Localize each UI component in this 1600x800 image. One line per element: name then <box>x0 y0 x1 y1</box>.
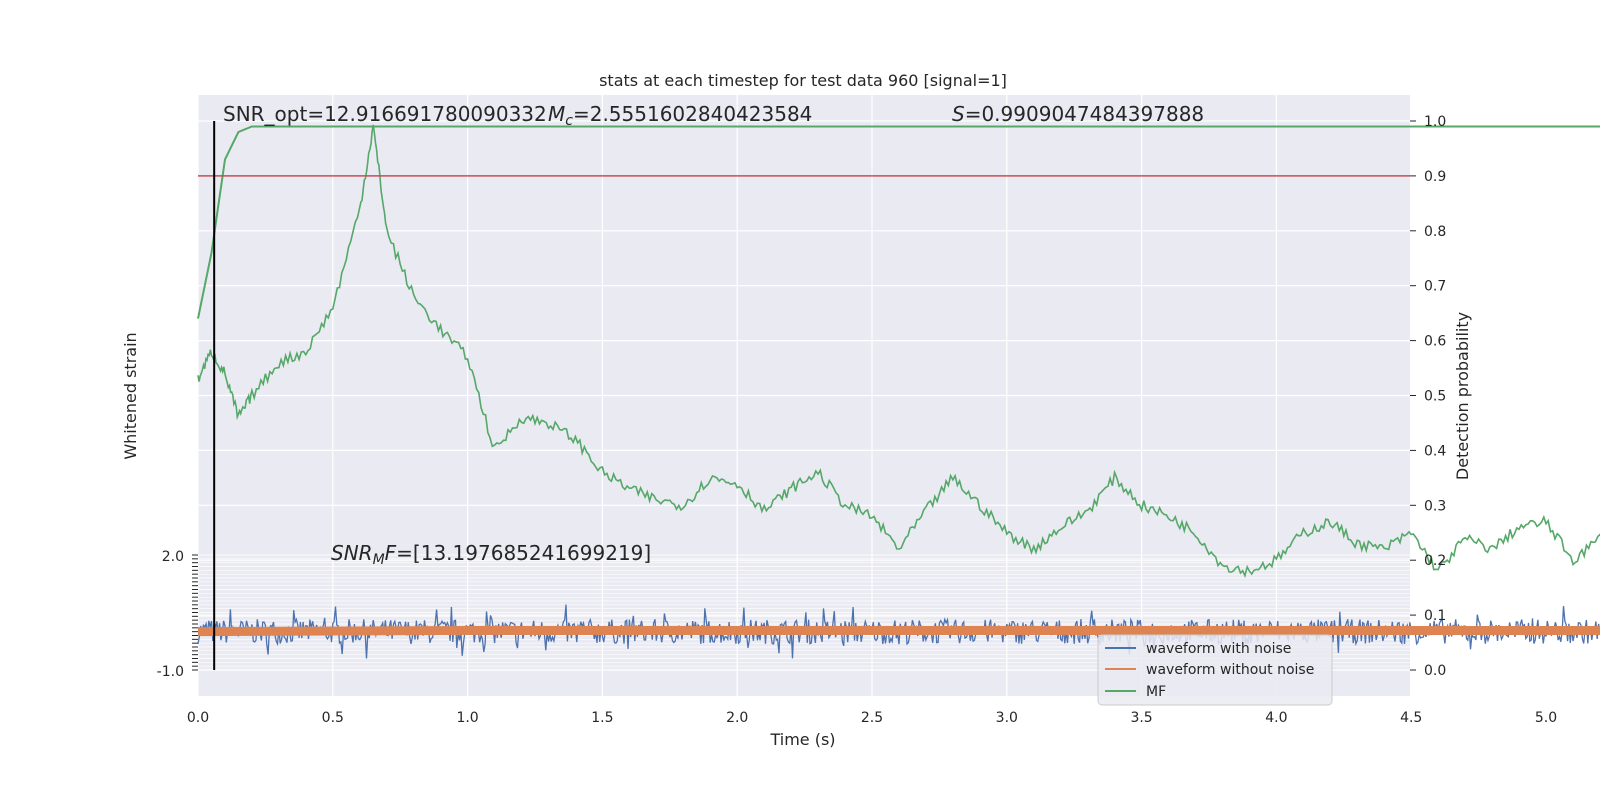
right-tick-label: 0.3 <box>1424 498 1446 514</box>
x-tick-label: 1.5 <box>591 710 613 726</box>
right-tick-label: 1.0 <box>1424 114 1446 130</box>
annotation-snr-mf-symbol: SNR <box>331 541 373 565</box>
x-tick-label: 0.5 <box>322 710 344 726</box>
right-tick-label: 0.8 <box>1424 224 1446 240</box>
right-tick-label: 0.5 <box>1424 389 1446 405</box>
series-probability <box>197 125 1600 319</box>
annotation-snr-mf: SNRMF=[13.197685241699219] <box>331 541 651 568</box>
x-tick-label: 0.0 <box>187 710 209 726</box>
annotation-snr-mf-value: =[13.197685241699219] <box>396 541 651 565</box>
clean-waveform-line <box>197 626 1600 637</box>
x-axis-ticks: 0.00.51.01.52.02.53.03.54.04.55.05.56.06… <box>187 710 1557 726</box>
legend-label-mf: MF <box>1146 684 1166 700</box>
right-tick-label: 0.2 <box>1424 553 1446 569</box>
legend-box <box>1097 634 1333 706</box>
x-tick-label: 4.5 <box>1400 710 1422 726</box>
probability-line <box>197 125 1600 319</box>
right-tick-label: 0.9 <box>1424 169 1446 185</box>
right-tick-label: 0.6 <box>1424 334 1446 350</box>
annotation-snr-mf-subscript: M <box>373 552 385 568</box>
right-axis-ticks: 0.0 0.1 0.2 0.3 0.4 0.5 0.6 0.7 0.8 0.9 1.0 <box>1410 114 1446 679</box>
left-axis-ticks: 2.0 -1.0 <box>157 549 198 680</box>
annotation-mc-subscript: c <box>565 113 573 129</box>
annotation-s-value: =0.9909047484397888 <box>965 102 1204 126</box>
x-tick-label: 5.0 <box>1535 710 1557 726</box>
annotation-s: S=0.9909047484397888 <box>952 102 1204 126</box>
x-tick-label: 2.5 <box>861 710 883 726</box>
left-axis-label: Whitened strain <box>121 332 140 459</box>
legend: waveform with noise waveform without noi… <box>1097 634 1333 706</box>
x-tick-label: 3.0 <box>996 710 1018 726</box>
right-tick-label: 0.4 <box>1424 443 1446 459</box>
right-tick-label: 0.0 <box>1424 663 1446 679</box>
annotation-mc: Mc=2.5551602840423584 <box>548 102 812 129</box>
left-tick-label: -1.0 <box>157 664 184 680</box>
x-tick-label: 4.0 <box>1265 710 1287 726</box>
right-axis-label: Detection probability <box>1453 312 1472 480</box>
mf-line <box>197 124 1600 579</box>
annotation-s-symbol: S <box>952 102 965 126</box>
x-tick-label: 1.0 <box>456 710 478 726</box>
annotation-snr-mf-tail: F <box>385 541 397 565</box>
series-mf <box>197 124 1600 579</box>
series-waveform-without-noise <box>197 626 1600 637</box>
x-axis-label: Time (s) <box>769 730 835 749</box>
right-tick-label: 0.7 <box>1424 279 1446 295</box>
legend-label-noise: waveform with noise <box>1146 641 1291 657</box>
annotation-mc-symbol: M <box>548 102 565 126</box>
left-tick-label: 2.0 <box>162 549 184 565</box>
x-tick-label: 3.5 <box>1130 710 1152 726</box>
x-tick-label: 2.0 <box>726 710 748 726</box>
right-tick-label: 0.1 <box>1424 608 1446 624</box>
legend-label-clean: waveform without noise <box>1146 662 1314 678</box>
annotation-snr-opt: SNR_opt=12.916691780090332 <box>223 102 547 126</box>
chart-title: stats at each timestep for test data 960… <box>599 71 1007 90</box>
annotation-mc-value: =2.5551602840423584 <box>573 102 812 126</box>
